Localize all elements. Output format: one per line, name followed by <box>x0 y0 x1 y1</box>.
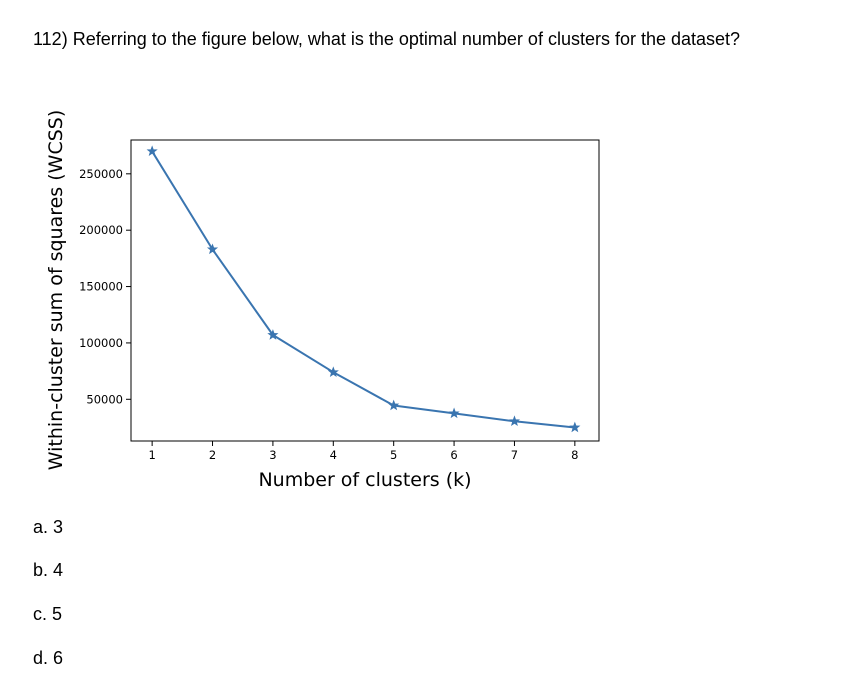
data-point-star <box>267 329 279 340</box>
x-tick-label: 5 <box>390 448 397 462</box>
series-line <box>151 150 575 429</box>
data-point-star <box>206 243 219 255</box>
x-tick-label: 2 <box>209 448 216 462</box>
y-tick-label: 50000 <box>86 392 123 406</box>
question-text: 112) Referring to the figure below, what… <box>33 29 741 49</box>
x-tick-label: 8 <box>571 448 578 462</box>
option-a[interactable]: a. 3 <box>33 517 64 537</box>
y-tick-label: 200000 <box>79 223 123 237</box>
plot-area: 1 2 3 4 5 6 7 8 50000 100000 150000 200000 250000 <box>79 139 600 462</box>
y-axis-label: Within-cluster sum of squares (WCSS) <box>45 110 67 470</box>
data-point-star <box>508 415 521 427</box>
data-point-star <box>146 145 158 157</box>
y-tick-label: 100000 <box>79 336 123 350</box>
option-d[interactable]: d. 6 <box>33 648 64 668</box>
x-tick-label: 7 <box>511 448 518 462</box>
option-c[interactable]: c. 5 <box>33 604 63 624</box>
x-tick-label: 4 <box>330 448 337 462</box>
data-point-star <box>569 421 581 433</box>
y-tick-label: 150000 <box>79 280 123 294</box>
y-tick-label: 250000 <box>79 167 123 181</box>
data-point-star <box>448 407 460 419</box>
plot-frame <box>130 139 600 442</box>
option-b[interactable]: b. 4 <box>33 560 64 580</box>
x-tick-label: 3 <box>269 448 276 462</box>
x-tick-label: 6 <box>450 448 457 462</box>
data-point-star <box>327 366 339 377</box>
data-point-star <box>388 399 400 411</box>
x-axis-label: Number of clusters (k) <box>258 469 471 491</box>
x-tick-label: 1 <box>148 448 155 462</box>
